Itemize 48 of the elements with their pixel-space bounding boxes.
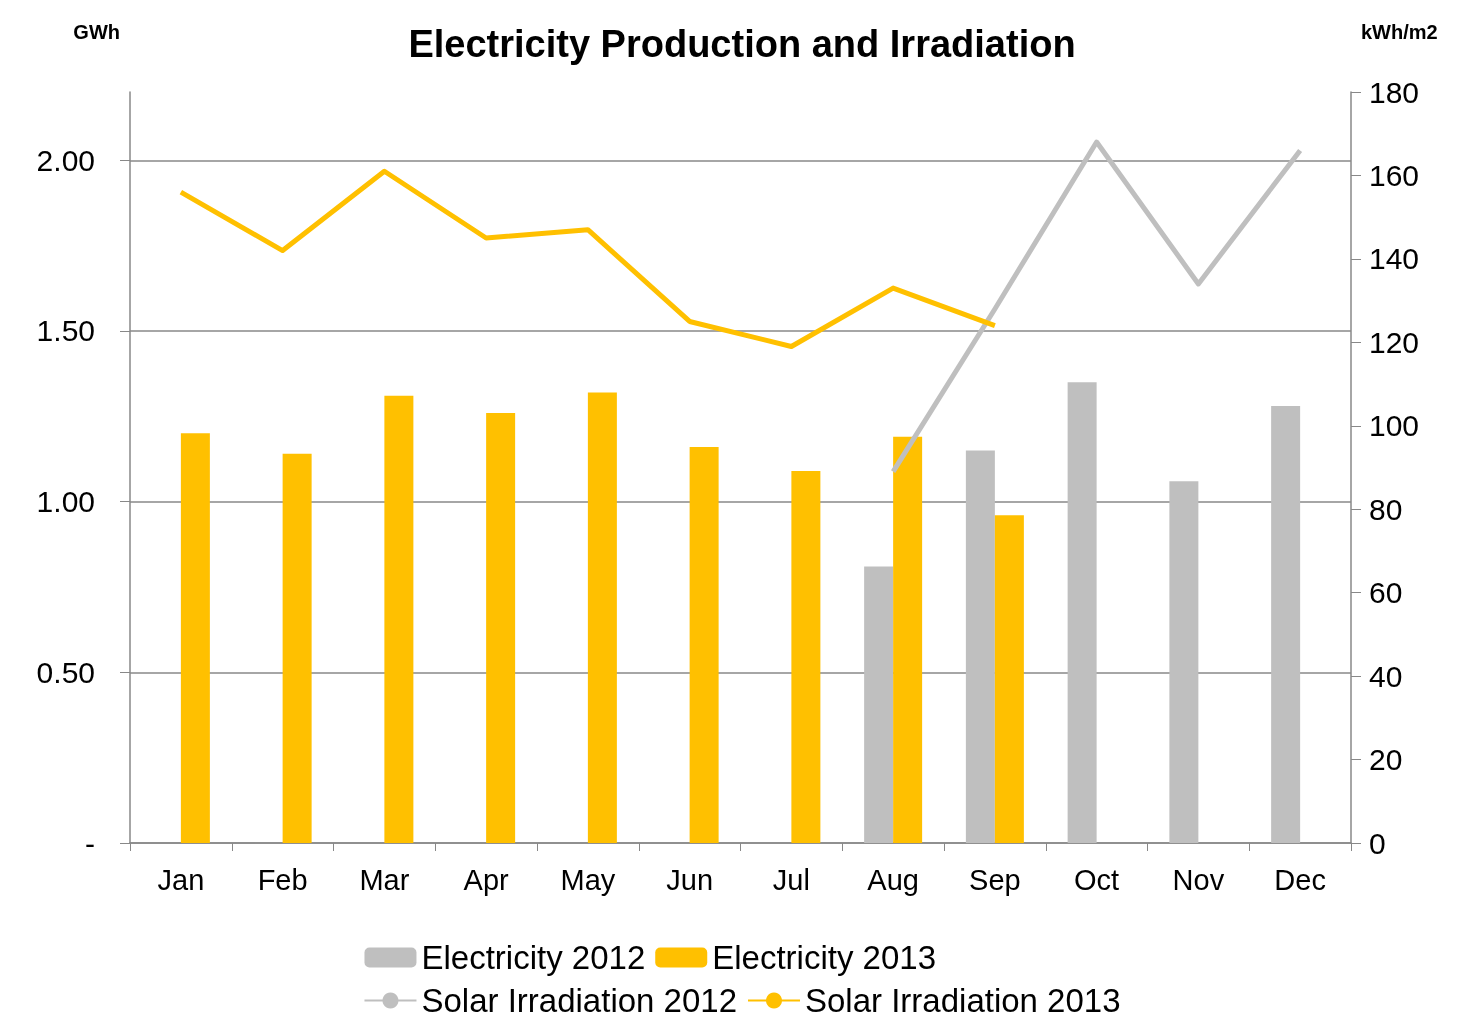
bar — [1169, 481, 1199, 843]
x-tick-label: Feb — [257, 863, 308, 896]
bar — [965, 450, 995, 843]
x-tick-label: Nov — [1172, 863, 1225, 896]
x-tick-label: Apr — [463, 863, 510, 896]
x-tick-label: Aug — [867, 863, 919, 896]
y2-tick-label: 80 — [1369, 492, 1403, 526]
y-axis-title: GWh — [73, 21, 120, 43]
y-tick-label: 1.00 — [36, 485, 95, 519]
bar — [893, 436, 923, 843]
x-tick-label: May — [560, 863, 616, 896]
y2-tick-label: 120 — [1369, 325, 1420, 359]
y2-tick-label: 160 — [1369, 158, 1420, 192]
bar — [1271, 406, 1301, 843]
y2-axis-title: kWh/m2 — [1361, 21, 1438, 43]
x-tick-label: Sep — [969, 863, 1021, 896]
bar — [791, 470, 821, 843]
x-tick-label: Oct — [1074, 863, 1120, 896]
bar — [864, 566, 894, 843]
y2-tick-label: 140 — [1369, 242, 1420, 276]
x-tick-label: Jun — [666, 863, 714, 896]
y-tick-label: - — [85, 826, 95, 860]
bar — [384, 395, 414, 843]
y2-tick-label: 180 — [1369, 75, 1420, 109]
legend-label: Electricity 2013 — [712, 939, 936, 976]
bar — [1067, 382, 1097, 843]
bar — [282, 453, 312, 843]
y2-tick-label: 100 — [1369, 409, 1420, 443]
legend-label: Solar Irradiation 2013 — [805, 982, 1121, 1019]
legend-label: Electricity 2012 — [421, 939, 646, 976]
x-tick-label: Dec — [1274, 863, 1326, 896]
y2-tick-label: 60 — [1369, 576, 1403, 610]
legend-label: Solar Irradiation 2012 — [421, 982, 737, 1019]
bar — [180, 433, 210, 843]
bar — [587, 392, 617, 843]
x-tick-label: Jan — [157, 863, 205, 896]
chart-title: Electricity Production and Irradiation — [408, 23, 1076, 65]
y2-tick-label: 20 — [1369, 743, 1403, 777]
y2-tick-label: 40 — [1369, 659, 1403, 693]
x-tick-label: Mar — [359, 863, 410, 896]
y-tick-label: 0.50 — [36, 655, 95, 689]
y2-tick-label: 0 — [1369, 826, 1386, 860]
bar — [486, 412, 516, 843]
y-tick-label: 1.50 — [36, 314, 95, 348]
bar — [689, 447, 719, 843]
x-tick-label: Jul — [772, 863, 810, 896]
bar — [994, 515, 1024, 843]
y-tick-label: 2.00 — [36, 143, 95, 177]
